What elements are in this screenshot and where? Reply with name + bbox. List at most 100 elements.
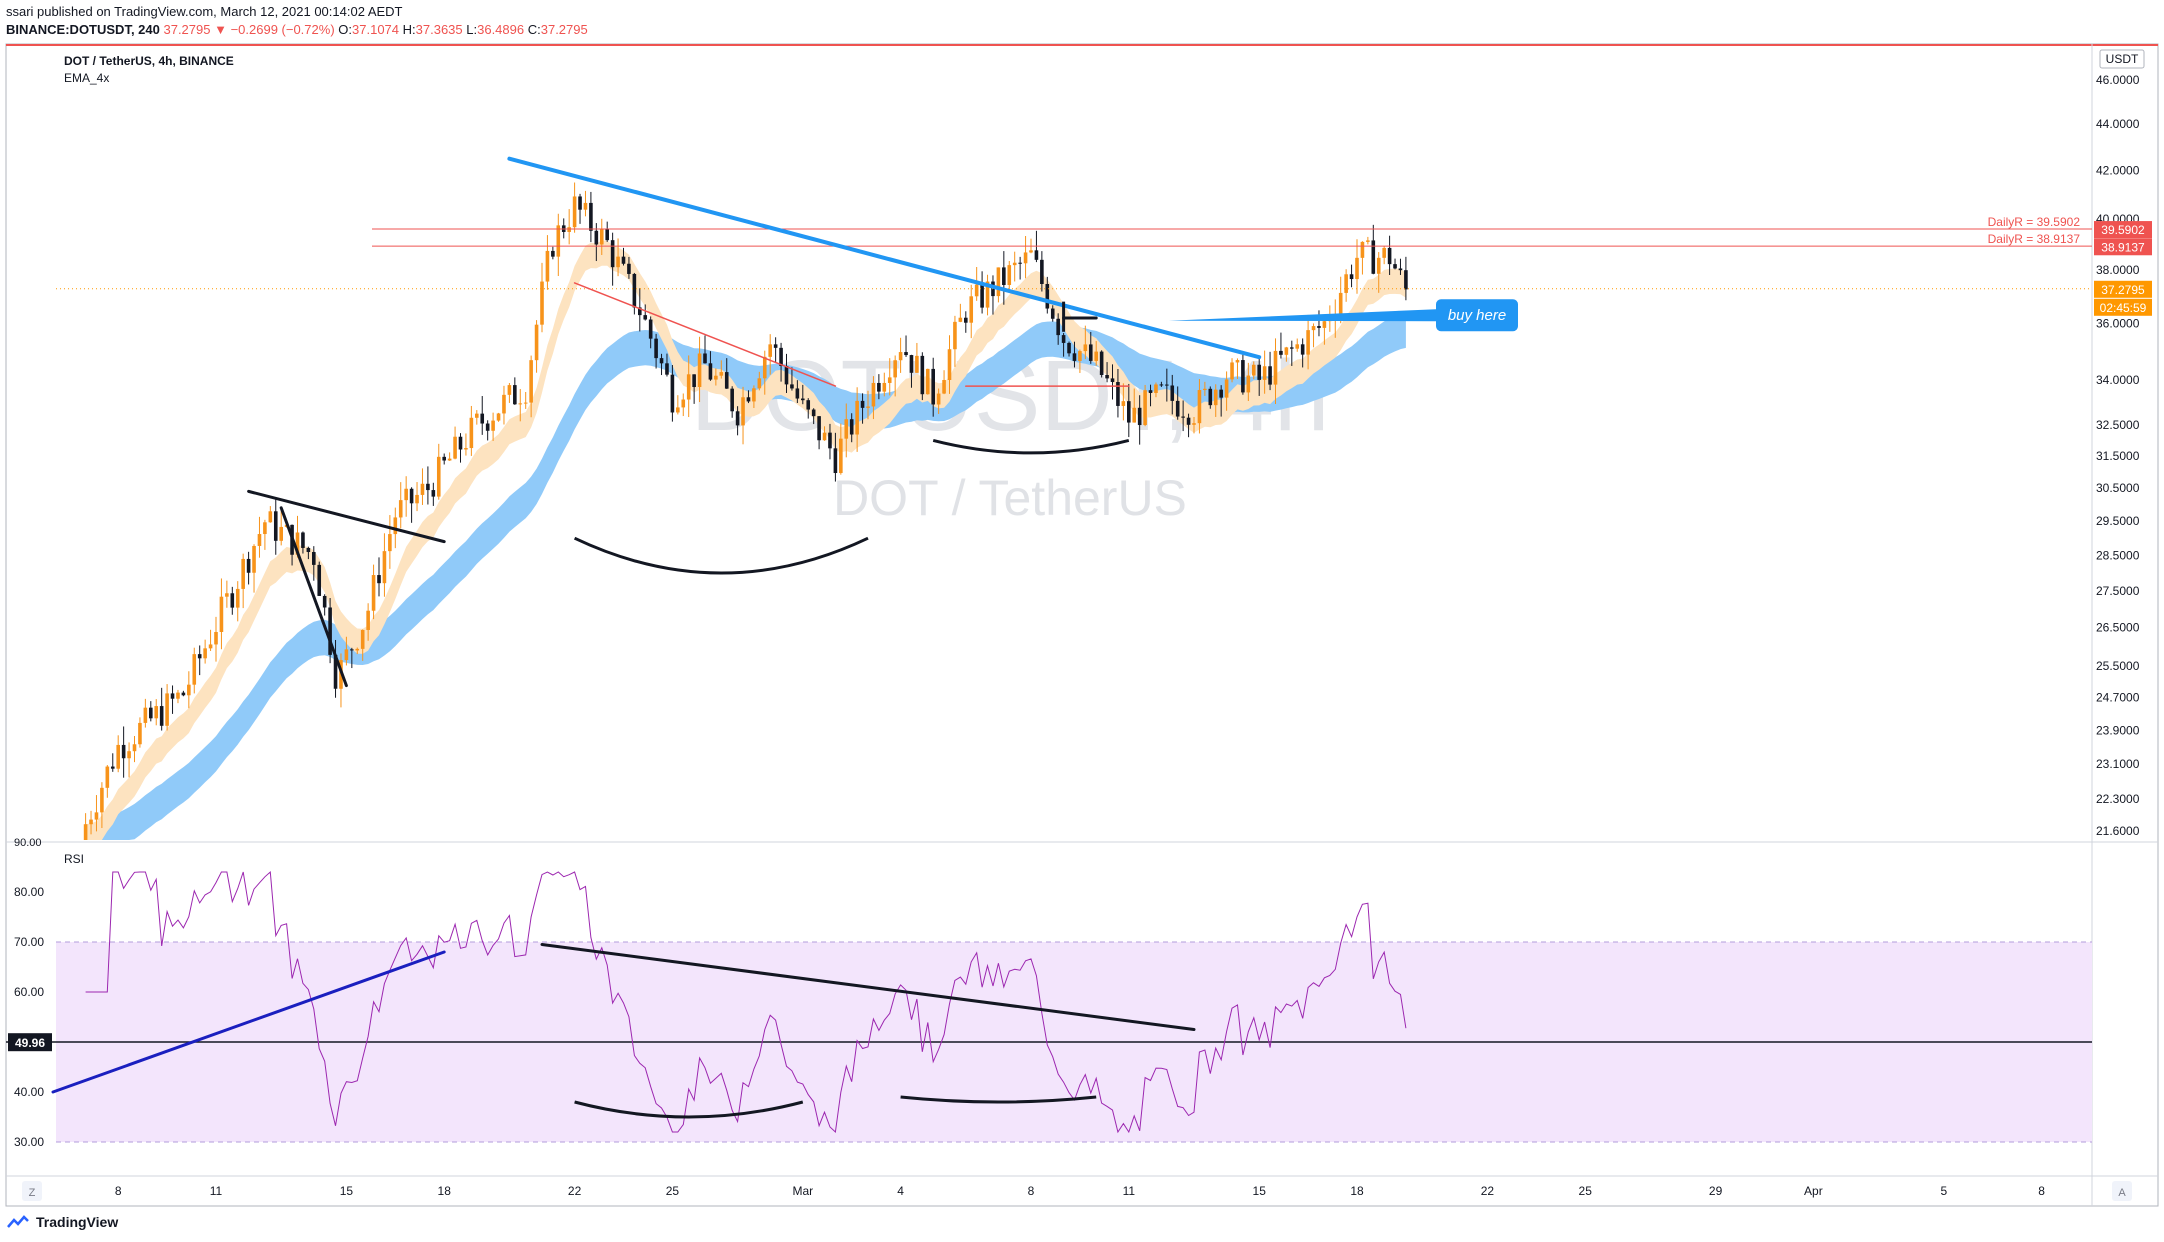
- candle: [132, 735, 137, 763]
- rsi-current-label: 49.96: [15, 1036, 45, 1050]
- candle: [828, 423, 832, 460]
- buy-here-label: buy here: [1448, 307, 1506, 324]
- candle: [187, 671, 191, 709]
- candle: [936, 388, 941, 414]
- candle: [458, 433, 463, 463]
- candle-body: [610, 240, 615, 268]
- candle-body: [366, 610, 370, 630]
- candle-body: [1007, 265, 1012, 285]
- candle-body: [1045, 283, 1050, 309]
- buy-here-callout: [1436, 299, 1518, 332]
- candle-body: [257, 534, 262, 546]
- candle-body: [312, 552, 316, 565]
- candle-body: [632, 273, 637, 308]
- candle: [904, 335, 908, 357]
- candle-body: [355, 648, 360, 651]
- candle-body: [138, 722, 142, 745]
- candle-body: [1099, 351, 1104, 375]
- candle-body: [1219, 389, 1223, 398]
- candle: [317, 561, 322, 596]
- candle-body: [621, 256, 626, 264]
- candle-body: [436, 456, 441, 497]
- candle-body: [659, 358, 664, 364]
- candle: [768, 334, 772, 375]
- candle: [83, 813, 88, 840]
- candle: [1213, 384, 1218, 417]
- candle: [1127, 383, 1131, 438]
- candle-body: [708, 363, 713, 380]
- candle-body: [197, 654, 202, 659]
- candle-body: [464, 448, 468, 450]
- candle: [214, 616, 218, 662]
- candle: [909, 354, 914, 388]
- candle: [1099, 350, 1104, 378]
- candle: [632, 272, 637, 315]
- symbol-label: BINANCE:DOTUSDT, 240: [6, 22, 160, 37]
- candle-body: [936, 393, 941, 405]
- candle-body: [1279, 350, 1283, 355]
- candle: [985, 274, 990, 316]
- candle: [795, 380, 800, 404]
- candle-body: [268, 511, 273, 523]
- candle: [746, 390, 751, 404]
- auto-scale-button[interactable]: A: [2112, 1181, 2132, 1201]
- candle-body: [1061, 335, 1066, 343]
- candle-body: [1137, 407, 1142, 426]
- candle: [350, 647, 354, 669]
- candle-body: [551, 250, 555, 257]
- candle: [355, 647, 360, 655]
- candle-body: [1127, 401, 1131, 423]
- candle-body: [1393, 264, 1397, 269]
- candle: [931, 357, 935, 417]
- candle-body: [1295, 344, 1300, 349]
- rsi-legend[interactable]: RSI: [64, 852, 85, 866]
- z-button[interactable]: Z: [22, 1181, 42, 1201]
- candle-body: [833, 448, 838, 474]
- candle-body: [985, 281, 990, 308]
- candle: [752, 385, 756, 409]
- candle-body: [279, 526, 283, 541]
- candle: [735, 406, 740, 436]
- candle-body: [89, 819, 93, 825]
- candle: [616, 238, 620, 277]
- candle-body: [529, 360, 533, 403]
- candle-body: [127, 751, 131, 759]
- legend-title[interactable]: DOT / TetherUS, 4h, BINANCE: [64, 54, 234, 68]
- candle: [1192, 417, 1196, 434]
- tradingview-logo[interactable]: TradingView: [6, 1214, 118, 1230]
- candle-body: [110, 766, 115, 769]
- candle-body: [665, 363, 669, 375]
- candle: [1322, 317, 1327, 345]
- candle-body: [371, 575, 376, 611]
- candle: [621, 247, 626, 266]
- candle: [1116, 369, 1120, 418]
- legend-indicator[interactable]: EMA_4x: [64, 71, 110, 85]
- candle: [1311, 323, 1316, 348]
- price-tick: 28.5000: [2096, 548, 2140, 562]
- candle: [192, 647, 197, 694]
- candle-body: [263, 522, 267, 535]
- candle-body: [594, 230, 599, 245]
- candle: [322, 594, 327, 616]
- candle-body: [105, 766, 110, 788]
- brand-label: TradingView: [36, 1214, 119, 1230]
- price-tick: 22.3000: [2096, 792, 2140, 806]
- candle-body: [686, 374, 691, 400]
- rsi-handle-arc: [900, 1095, 1097, 1104]
- candle-body: [154, 706, 159, 719]
- candle-body: [556, 225, 561, 257]
- candle: [1056, 313, 1060, 345]
- candle-body: [1355, 257, 1359, 280]
- candle-body: [485, 423, 490, 431]
- candle: [719, 360, 724, 379]
- candle-body: [496, 413, 501, 421]
- candle: [844, 403, 849, 458]
- candle: [344, 636, 349, 666]
- candle: [1387, 235, 1392, 275]
- candle: [893, 355, 897, 397]
- candle-body: [1018, 262, 1022, 264]
- candle: [507, 383, 512, 403]
- candle: [980, 271, 984, 314]
- candle: [605, 221, 609, 242]
